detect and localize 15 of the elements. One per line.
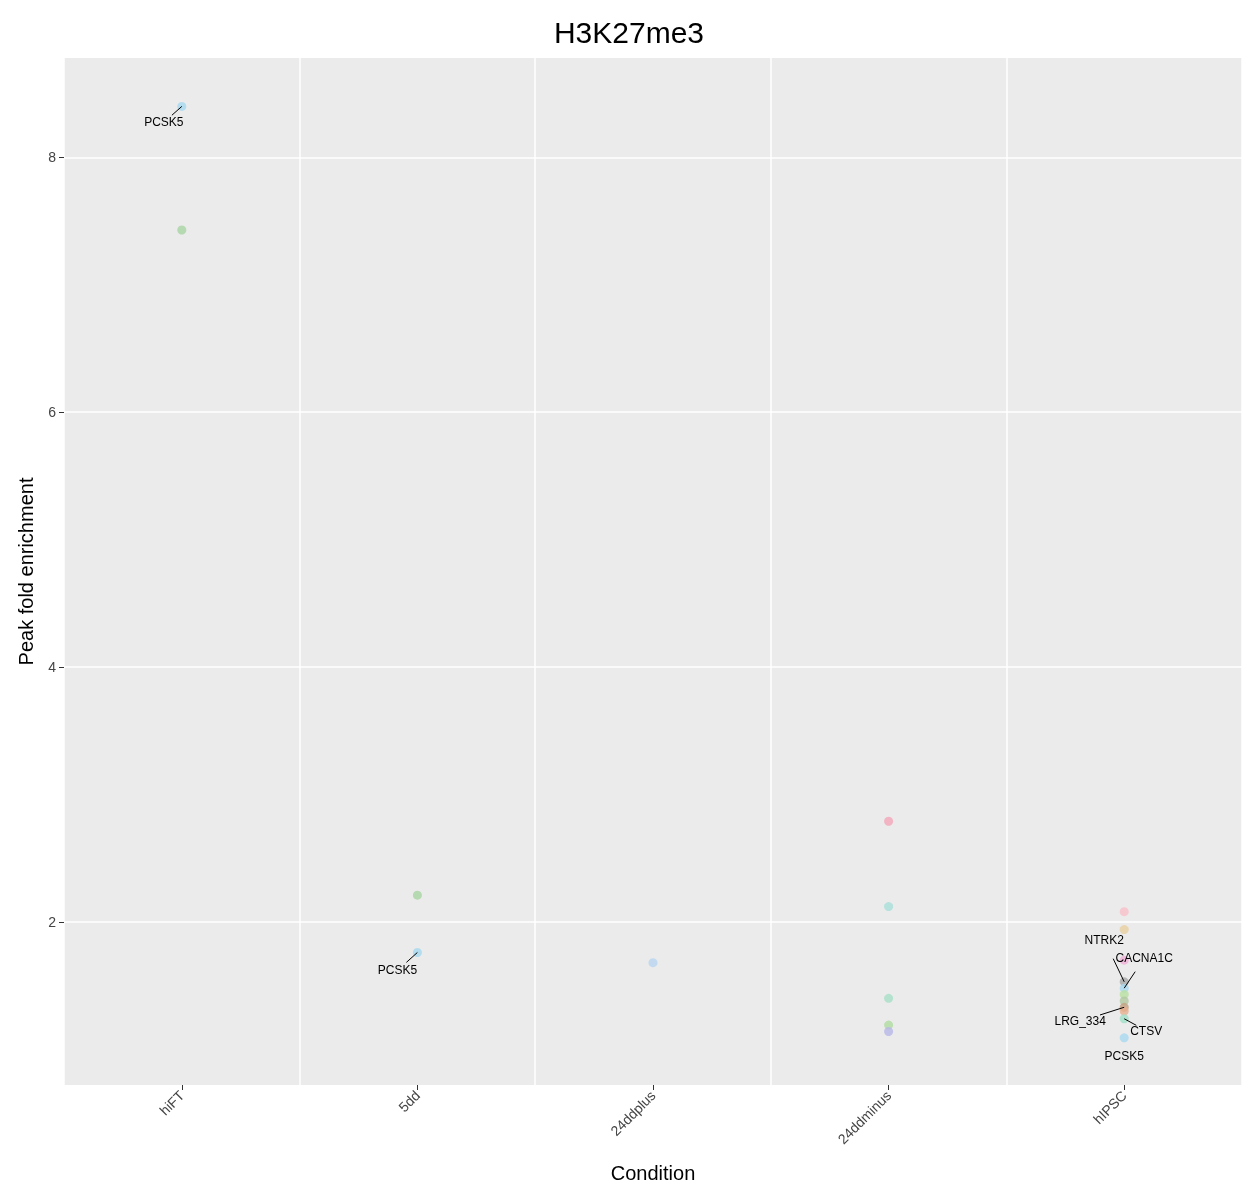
x-axis-title: Condition bbox=[610, 1162, 696, 1184]
y-axis-title: Peak fold enrichment bbox=[15, 477, 37, 666]
y-tick-label: 8 bbox=[48, 149, 57, 166]
chart-title: H3K27me3 bbox=[553, 15, 705, 49]
annotation: PCSK5 bbox=[144, 115, 184, 130]
annotation: CACNA1C bbox=[1115, 951, 1174, 966]
annotation: NTRK2 bbox=[1084, 932, 1125, 947]
x-tick-label: 5dd bbox=[395, 1087, 424, 1116]
y-tick-label: 2 bbox=[48, 913, 57, 930]
annotation: CTSV bbox=[1130, 1023, 1163, 1038]
y-tick-label: 6 bbox=[48, 404, 57, 421]
annotation: PCSK5 bbox=[377, 963, 418, 978]
y-tick-label: 4 bbox=[48, 659, 57, 676]
annotation: PCSK5 bbox=[1104, 1048, 1145, 1063]
annotation: LRG_334 bbox=[1054, 1014, 1107, 1029]
